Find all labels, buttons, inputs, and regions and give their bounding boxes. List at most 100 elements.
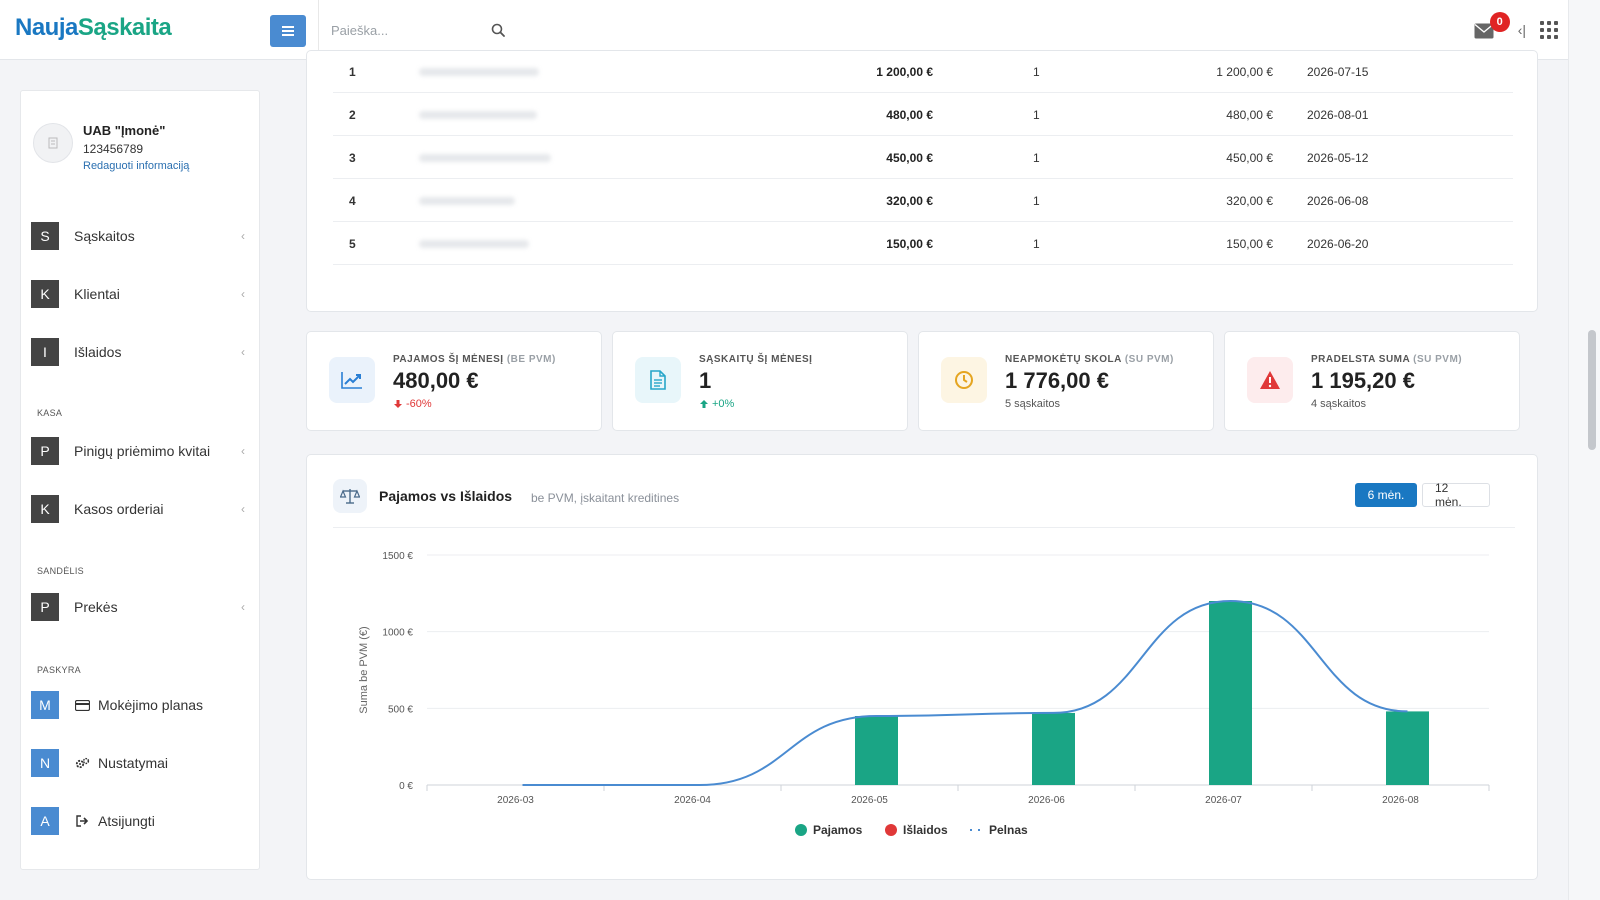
nav-letter: N: [31, 749, 59, 777]
sidebar-item-mokejimo-planas[interactable]: M Mokėjimo planas: [31, 690, 251, 720]
main-content: 1 1 200,00 € 1 1 200,00 € 2026-07-15 2 4…: [290, 50, 1540, 900]
sidebar-item-pinigu-priemimo-kvitai[interactable]: P Pinigų priėmimo kvitai ‹: [31, 436, 251, 466]
sidebar-item-atsijungti[interactable]: A Atsijungti: [31, 806, 251, 836]
range-6-months-button[interactable]: 6 mėn.: [1355, 483, 1417, 507]
stat-card-income: PAJAMOS ŠĮ MĖNESĮ (BE PVM) 480,00 € -60%: [306, 331, 602, 431]
stat-value: 1 776,00 €: [1005, 368, 1109, 393]
stat-label: SĄSKAITŲ ŠĮ MĖNESĮ: [699, 354, 813, 365]
brand-part-1: Nauja: [15, 14, 78, 41]
sign-out-icon: [74, 815, 90, 827]
table-row: 3 450,00 € 1 450,00 € 2026-05-12: [333, 136, 1513, 179]
chevron-left-icon: ‹: [241, 229, 245, 243]
top-right-actions: 0 ‹|: [1474, 0, 1558, 60]
row-name-blurred: [419, 51, 579, 93]
nav-letter: P: [31, 593, 59, 621]
sidebar-item-klientai[interactable]: K Klientai ‹: [31, 279, 251, 309]
row-name-blurred: [419, 93, 579, 136]
profit-line: [522, 599, 1408, 786]
legend-marker: [885, 824, 897, 836]
sidebar-item-kasos-orderiai[interactable]: K Kasos orderiai ‹: [31, 494, 251, 524]
stat-label: PAJAMOS ŠĮ MĖNESĮ (BE PVM): [393, 354, 556, 365]
x-tick-label: 2026-05: [851, 795, 888, 806]
scrollbar-thumb[interactable]: [1588, 330, 1596, 450]
apps-grid-icon[interactable]: [1540, 21, 1558, 39]
row-amount: 320,00 €: [886, 193, 933, 208]
document-icon: [635, 357, 681, 403]
section-title-kasa: KASA: [37, 408, 63, 418]
sidebar-item-label: Atsijungti: [98, 813, 155, 829]
legend-marker: [795, 824, 807, 836]
warning-icon: [1247, 357, 1293, 403]
search-icon[interactable]: [491, 23, 505, 37]
sidebar-item-label: Klientai: [74, 286, 120, 302]
sidebar-item-prekes[interactable]: P Prekės ‹: [31, 592, 251, 622]
stat-label: NEAPMOKĖTŲ SKOLA (SU PVM): [1005, 354, 1174, 365]
row-quantity: 1: [1033, 107, 1040, 122]
edit-company-link[interactable]: Redaguoti informaciją: [83, 160, 190, 172]
table-row: 2 480,00 € 1 480,00 € 2026-08-01: [333, 93, 1513, 136]
arrow-down-icon: [394, 400, 402, 408]
sidebar-item-nustatymai[interactable]: N Nustatymai: [31, 748, 251, 778]
row-amount: 150,00 €: [886, 236, 933, 251]
credit-card-icon: [74, 699, 90, 711]
gears-icon: [74, 757, 90, 770]
row-amount: 450,00 €: [886, 150, 933, 165]
y-axis-label: Suma be PVM (€): [358, 626, 370, 713]
sidebar-item-label: Pinigų priėmimo kvitai: [74, 443, 211, 459]
income-bar: [855, 716, 898, 785]
table-row: 5 150,00 € 1 150,00 € 2026-06-20: [333, 222, 1513, 265]
x-tick-label: 2026-07: [1205, 795, 1242, 806]
row-date: 2026-06-20: [1307, 236, 1369, 251]
chevron-left-icon: ‹: [241, 345, 245, 359]
row-amount: 480,00 €: [886, 107, 933, 122]
row-amount: 1 200,00 €: [876, 64, 933, 79]
row-quantity: 1: [1033, 64, 1040, 79]
section-title-paskyra: PASKYRA: [37, 665, 81, 675]
sidebar-item-saskaitos[interactable]: S Sąskaitos ‹: [31, 221, 251, 251]
page-scrollbar[interactable]: [1568, 0, 1600, 900]
y-tick-label: 1500 €: [382, 551, 413, 562]
row-number: 2: [349, 107, 356, 122]
stat-footnote: 4 sąskaitos: [1311, 398, 1367, 410]
company-code: 123456789: [83, 142, 144, 156]
stat-card-overdue: PRADELSTA SUMA (SU PVM) 1 195,20 € 4 sąs…: [1224, 331, 1520, 431]
collapse-panel-icon[interactable]: ‹|: [1517, 22, 1526, 38]
y-tick-label: 500 €: [388, 704, 413, 715]
section-title-sandelis: SANDĖLIS: [37, 566, 84, 576]
stat-footnote: 5 sąskaitos: [1005, 398, 1061, 410]
stat-value: 1: [699, 368, 712, 393]
sidebar-toggle-button[interactable]: [270, 15, 306, 47]
x-tick-label: 2026-06: [1028, 795, 1065, 806]
income-bar: [1209, 601, 1252, 785]
balance-scale-icon: [333, 479, 367, 513]
row-date: 2026-05-12: [1307, 150, 1369, 165]
clock-icon: [941, 357, 987, 403]
company-name: UAB "Įmonė": [83, 123, 166, 138]
messages-button[interactable]: 0: [1474, 12, 1510, 39]
row-total: 480,00 €: [1226, 107, 1273, 122]
sidebar-item-islaidos[interactable]: I Išlaidos ‹: [31, 337, 251, 367]
nav-letter: A: [31, 807, 59, 835]
row-name-blurred: [419, 179, 579, 222]
chevron-left-icon: ‹: [241, 502, 245, 516]
hamburger-icon: [282, 30, 294, 32]
nav-letter: I: [31, 338, 59, 366]
chart-line-icon: [329, 357, 375, 403]
y-tick-label: 0 €: [399, 781, 413, 792]
stat-trend: -60%: [393, 398, 432, 410]
company-block: UAB "Įmonė" 123456789 Redaguoti informac…: [33, 123, 189, 172]
sidebar-item-label: Nustatymai: [98, 755, 169, 771]
row-number: 1: [349, 64, 356, 79]
income-expense-chart: 0 € 500 € 1000 € 1500 € Suma be PVM (€) 2026-…: [358, 551, 1490, 837]
y-tick-label: 1000 €: [382, 628, 413, 639]
stat-card-invoices: SĄSKAITŲ ŠĮ MĖNESĮ 1 +0%: [612, 331, 908, 431]
building-icon: [48, 137, 58, 149]
search-input[interactable]: [331, 22, 481, 38]
brand-logo[interactable]: NaujaSąskaita: [15, 14, 172, 42]
sidebar-item-label: Mokėjimo planas: [98, 697, 204, 713]
chevron-left-icon: ‹: [241, 444, 245, 458]
range-12-months-button[interactable]: 12 mėn.: [1422, 481, 1490, 509]
chevron-left-icon: ‹: [241, 287, 245, 301]
sidebar-item-label: Prekės: [74, 599, 118, 615]
chart-subtitle: be PVM, įskaitant kreditines: [531, 491, 680, 505]
